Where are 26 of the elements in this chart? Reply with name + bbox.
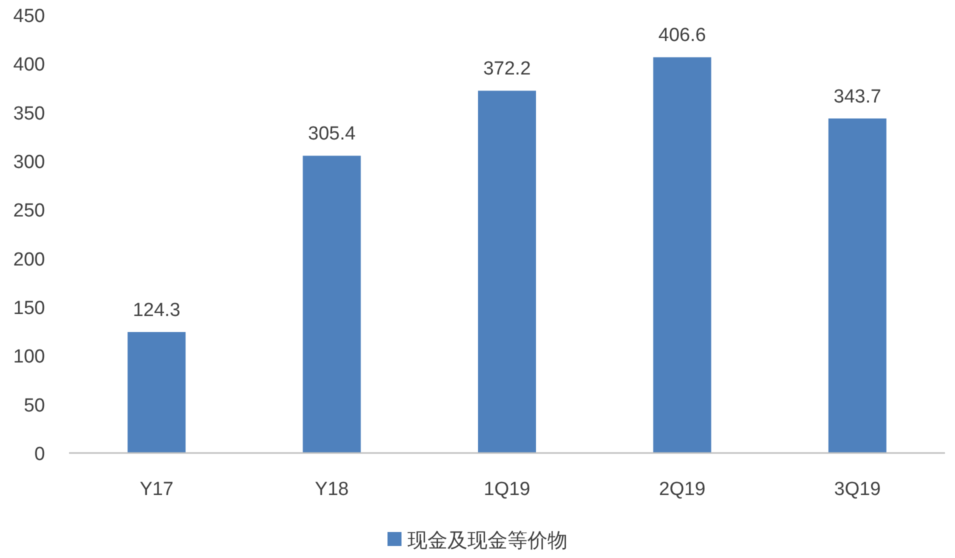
bar xyxy=(478,90,536,453)
bar xyxy=(653,57,712,453)
x-tick-label: 3Q19 xyxy=(834,479,881,500)
y-tick-label: 100 xyxy=(13,346,45,368)
x-tick-label: Y18 xyxy=(314,479,349,500)
y-tick-label: 200 xyxy=(13,249,45,270)
y-tick-label: 150 xyxy=(13,298,45,319)
y-tick-label: 0 xyxy=(34,444,45,465)
bar xyxy=(128,332,186,453)
data-label: 305.4 xyxy=(308,124,356,145)
legend-label: 现金及现金等价物 xyxy=(408,530,568,552)
bar xyxy=(828,118,886,453)
data-label: 124.3 xyxy=(132,300,180,322)
y-tick-label: 400 xyxy=(13,54,45,76)
y-tick-label: 250 xyxy=(13,200,45,222)
data-label: 343.7 xyxy=(834,86,882,108)
bar xyxy=(302,156,361,453)
y-tick-label: 350 xyxy=(13,103,45,124)
data-label: 406.6 xyxy=(658,25,706,46)
x-tick-label: 1Q19 xyxy=(484,479,530,500)
y-tick-label: 50 xyxy=(24,395,45,416)
y-tick-label: 300 xyxy=(13,152,45,173)
data-label: 372.2 xyxy=(483,58,531,80)
x-tick-label: 2Q19 xyxy=(658,479,706,500)
y-tick-label: 450 xyxy=(13,6,45,27)
x-tick-label: Y17 xyxy=(140,479,174,500)
